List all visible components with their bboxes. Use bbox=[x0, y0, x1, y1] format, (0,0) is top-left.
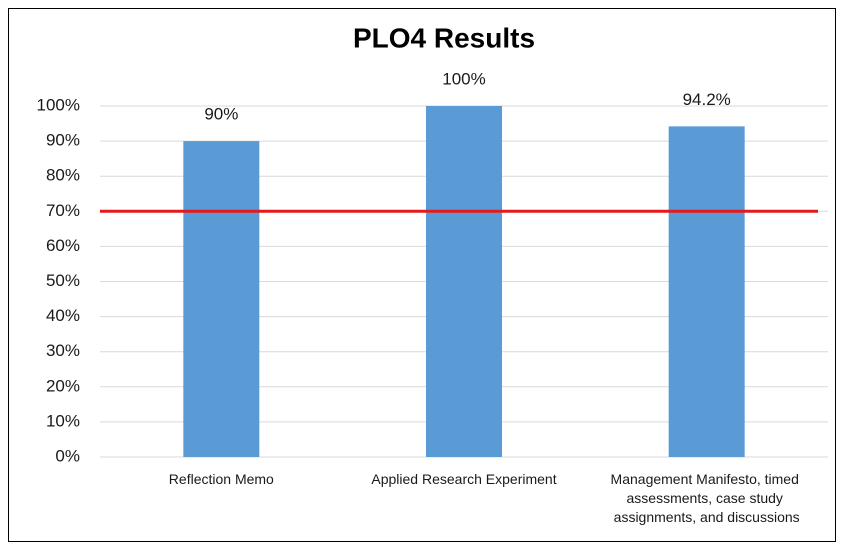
y-tick-label: 40% bbox=[46, 306, 80, 325]
y-tick-label: 50% bbox=[46, 271, 80, 290]
value-label: 100% bbox=[442, 69, 485, 88]
y-tick-label: 60% bbox=[46, 236, 80, 255]
value-label: 94.2% bbox=[683, 90, 731, 109]
y-tick-label: 30% bbox=[46, 341, 80, 360]
chart-title: PLO4 Results bbox=[353, 22, 535, 53]
y-tick-label: 100% bbox=[37, 95, 80, 114]
x-tick-label: Management Manifesto, timed assessments,… bbox=[611, 471, 803, 525]
bar bbox=[426, 106, 502, 457]
x-tick-label: Reflection Memo bbox=[169, 471, 274, 487]
y-tick-label: 80% bbox=[46, 166, 80, 185]
y-tick-label: 10% bbox=[46, 411, 80, 430]
y-tick-label: 70% bbox=[46, 201, 80, 220]
bar bbox=[183, 141, 260, 457]
y-tick-label: 90% bbox=[46, 131, 80, 150]
x-tick-label: Applied Research Experiment bbox=[371, 471, 556, 487]
y-tick-label: 0% bbox=[55, 446, 80, 465]
value-label: 90% bbox=[204, 105, 238, 124]
y-tick-label: 20% bbox=[46, 376, 80, 395]
bar bbox=[668, 126, 745, 457]
